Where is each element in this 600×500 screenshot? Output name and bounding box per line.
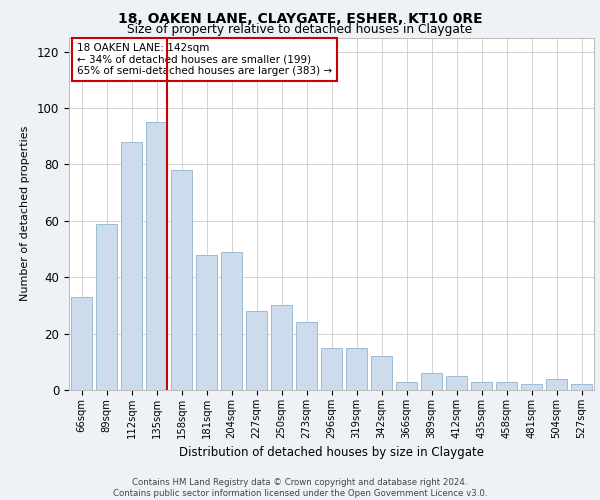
- Bar: [396, 382, 417, 390]
- Bar: [221, 252, 242, 390]
- Text: 18 OAKEN LANE: 142sqm
← 34% of detached houses are smaller (199)
65% of semi-det: 18 OAKEN LANE: 142sqm ← 34% of detached …: [77, 43, 332, 76]
- Y-axis label: Number of detached properties: Number of detached properties: [20, 126, 30, 302]
- Bar: [496, 382, 517, 390]
- X-axis label: Distribution of detached houses by size in Claygate: Distribution of detached houses by size …: [179, 446, 484, 460]
- Bar: [171, 170, 192, 390]
- Bar: [446, 376, 467, 390]
- Text: Contains HM Land Registry data © Crown copyright and database right 2024.
Contai: Contains HM Land Registry data © Crown c…: [113, 478, 487, 498]
- Bar: [546, 378, 567, 390]
- Text: Size of property relative to detached houses in Claygate: Size of property relative to detached ho…: [127, 23, 473, 36]
- Text: 18, OAKEN LANE, CLAYGATE, ESHER, KT10 0RE: 18, OAKEN LANE, CLAYGATE, ESHER, KT10 0R…: [118, 12, 482, 26]
- Bar: [321, 348, 342, 390]
- Bar: [196, 254, 217, 390]
- Bar: [521, 384, 542, 390]
- Bar: [471, 382, 492, 390]
- Bar: [421, 373, 442, 390]
- Bar: [371, 356, 392, 390]
- Bar: [121, 142, 142, 390]
- Bar: [271, 306, 292, 390]
- Bar: [96, 224, 117, 390]
- Bar: [246, 311, 267, 390]
- Bar: [146, 122, 167, 390]
- Bar: [71, 297, 92, 390]
- Bar: [296, 322, 317, 390]
- Bar: [571, 384, 592, 390]
- Bar: [346, 348, 367, 390]
